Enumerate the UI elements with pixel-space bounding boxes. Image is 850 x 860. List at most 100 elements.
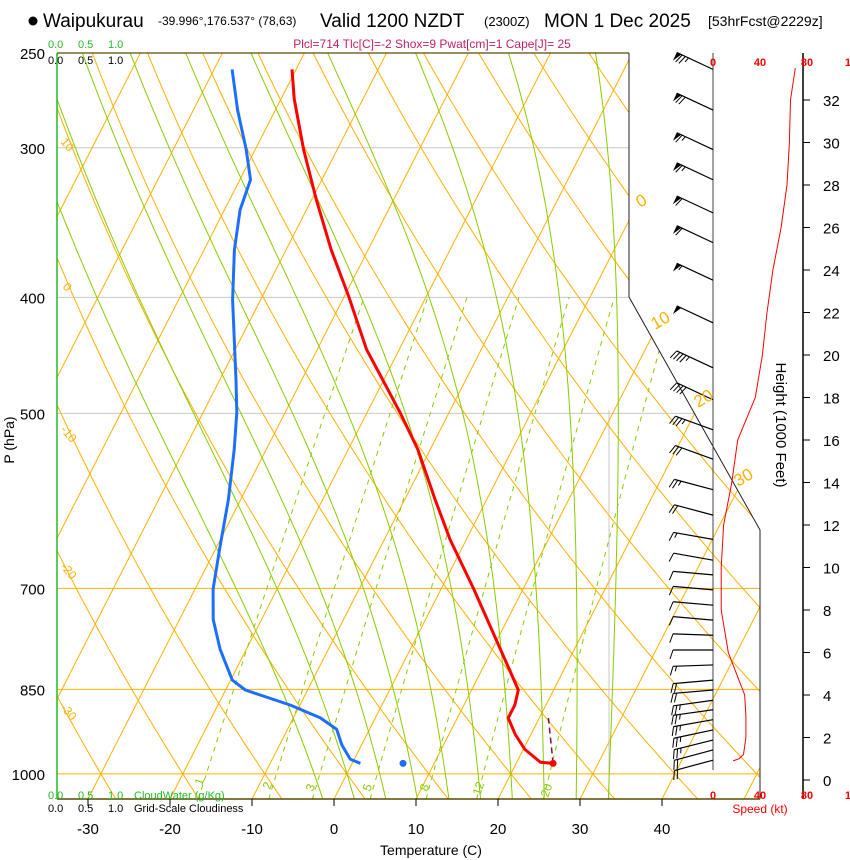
y-axis-title: P (hPa): [1, 416, 17, 463]
surface-dewpoint-point: [399, 759, 407, 767]
wind-barb: [670, 679, 714, 693]
wind-barb-part: [681, 419, 686, 425]
wind-barb-part: [669, 445, 676, 454]
wind-barb-part: [673, 693, 678, 703]
profiles: [211, 69, 557, 767]
isotherm-label: 0: [633, 190, 651, 211]
height-tick-label: 18: [823, 391, 840, 408]
wind-barb-part: [674, 504, 714, 516]
speed-tick-label: 0: [710, 57, 716, 69]
wind-barb-part: [672, 263, 682, 272]
speed-tick-label: 120: [845, 57, 850, 69]
mixing-ratio-line: [197, 297, 365, 799]
wind-barb-part: [676, 132, 714, 151]
mixing-ratio-line: [268, 297, 429, 799]
wind-barb-part: [668, 504, 675, 513]
wind-barb-part: [673, 383, 681, 392]
mixing-ratio-line: [476, 297, 615, 799]
wind-barb-part: [668, 571, 674, 581]
wind-barb-part: [684, 57, 689, 63]
pressure-tick-label: 1000: [12, 767, 45, 784]
wind-barb-part: [668, 479, 675, 488]
wind-barb-part: [675, 198, 683, 206]
dry-adiabat-line: [361, 53, 760, 799]
station-name: Waipukurau: [43, 11, 144, 32]
wind-barb-part: [679, 386, 687, 395]
wind-barb-part: [678, 265, 683, 271]
moist-adiabat-line: [276, 53, 513, 799]
wind-barb-part: [672, 132, 682, 141]
wind-barb-part: [676, 262, 714, 281]
x-tick-label: 40: [654, 821, 671, 838]
wind-barb-part: [673, 689, 714, 695]
wind-barb-part: [675, 134, 683, 143]
isotherm-line: [0, 0, 36, 799]
dry-adiabat-line: [102, 53, 616, 799]
wind-barb-part: [668, 616, 674, 626]
wind-barb: [672, 92, 714, 111]
axes: -30 -20 -10 0 10 20 30 402503004005007008501000…: [12, 46, 850, 838]
height-tick-label: 20: [823, 348, 840, 365]
cloudiness-tick: 0.5: [78, 55, 93, 67]
wind-barb-part: [676, 759, 679, 769]
wind-barb-part: [675, 227, 683, 236]
wind-barb: [669, 350, 714, 369]
moist-adiabat-line: [364, 53, 545, 799]
wind-barb-part: [674, 666, 678, 672]
wind-barb-part: [679, 714, 681, 720]
frame-right: [628, 53, 761, 799]
mixing-ratio-line: [311, 297, 468, 799]
wind-barb: [673, 749, 714, 770]
wind-barb-part: [672, 225, 682, 234]
temperature-line: [290, 69, 554, 765]
pressure-tick-label: 500: [20, 406, 45, 423]
x-tick-label: 20: [490, 821, 507, 838]
wind-barb-part: [674, 759, 714, 772]
wind-barb: [668, 552, 714, 562]
cloudwater-tick: 0.5: [78, 790, 93, 802]
wind-barb: [668, 616, 714, 626]
forecast-info: [53hrFcst@2229z]: [708, 13, 823, 29]
wind-barb-part: [673, 585, 714, 591]
cloudwater-tick: 0.0: [48, 39, 63, 51]
isotherm-line: [57, 53, 365, 799]
dry-adiabat-label: -10: [58, 423, 80, 446]
wind-barb-part: [673, 633, 714, 636]
station-coords: -39.996°,176.537° (78,63): [158, 14, 296, 28]
wind-barb-part: [679, 725, 681, 731]
height-tick-label: 28: [823, 178, 840, 195]
cloudiness-label: Grid-Scale Cloudiness: [134, 803, 244, 815]
dry-adiabat-line: [413, 53, 760, 799]
height-tick-label: 16: [823, 433, 840, 450]
wind-barb-part: [672, 93, 682, 102]
wind-barb-part: [673, 679, 714, 685]
isotherm-line: [415, 53, 760, 799]
mixing-ratio-label: 3: [303, 782, 319, 793]
isotherm-line: [251, 53, 693, 799]
moist-adiabat-line: [57, 53, 387, 799]
moist-adiabat-line: [466, 53, 578, 799]
plot-frame: [56, 52, 804, 800]
wind-barb-part: [676, 385, 684, 394]
wind-barb-part: [675, 737, 678, 748]
height-tick-label: 6: [823, 646, 831, 663]
height-tick-label: 10: [823, 561, 840, 578]
wind-barb: [672, 739, 714, 760]
wind-barb-part: [675, 165, 683, 173]
grid-lines: [0, 0, 760, 799]
isotherm-line: [57, 53, 283, 799]
wind-barb: [671, 719, 714, 737]
pressure-tick-label: 300: [20, 141, 45, 158]
wind-barb-part: [675, 95, 683, 103]
wind-barb-part: [676, 51, 714, 70]
dry-adiabat-line: [154, 53, 699, 799]
wind-barb-part: [672, 505, 679, 514]
wind-barb: [669, 415, 714, 431]
wind-barb: [670, 689, 714, 703]
mixing-ratio-line: [425, 297, 570, 799]
mixing-ratio-line: [369, 297, 520, 799]
height-axis-title: Height (1000 Feet): [772, 362, 789, 487]
wind-barb-part: [676, 305, 714, 324]
isotherm-line: [87, 53, 529, 799]
